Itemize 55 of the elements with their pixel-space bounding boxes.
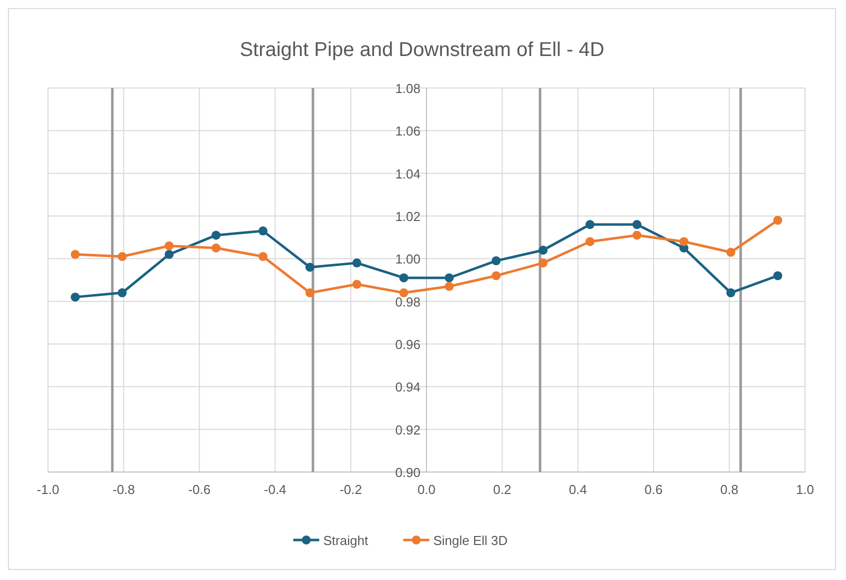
x-tick-label: 1.0 (796, 482, 814, 497)
point (773, 271, 782, 280)
point (586, 220, 595, 230)
point (118, 288, 127, 298)
y-tick-label: 1.02 (395, 209, 420, 224)
point (492, 256, 501, 266)
x-tick-label: -0.2 (340, 482, 362, 497)
y-tick-label: 1.00 (395, 252, 420, 267)
point (399, 273, 408, 282)
y-tick-label: 0.98 (395, 294, 420, 310)
x-tick-label: -0.4 (264, 482, 286, 497)
y-tick-label: 0.90 (395, 465, 420, 480)
point (258, 252, 268, 262)
point (212, 230, 221, 240)
point (118, 252, 127, 262)
point (70, 292, 80, 302)
point (632, 230, 642, 240)
point (586, 237, 595, 246)
point (632, 220, 642, 230)
point (444, 282, 454, 291)
x-tick-label: 0.0 (417, 482, 436, 497)
point (538, 246, 548, 255)
x-tick-label: 0.2 (493, 482, 512, 497)
point (773, 216, 782, 225)
point (726, 248, 736, 257)
point (212, 244, 221, 252)
legend-label: Straight (323, 533, 368, 548)
point (492, 271, 501, 280)
legend-label: Single Ell 3D (433, 533, 508, 548)
point (538, 258, 548, 268)
chart-title: Straight Pipe and Downstream of Ell - 4D (240, 39, 604, 61)
point (679, 237, 688, 246)
x-tick-label: -0.8 (112, 482, 135, 497)
point (352, 280, 362, 289)
point (70, 250, 80, 259)
x-tick-label: -0.6 (188, 482, 211, 497)
y-tick-label: 1.06 (395, 124, 420, 139)
y-tick-label: 1.08 (395, 81, 420, 96)
point (305, 288, 314, 298)
point (444, 273, 454, 282)
x-tick-label: -1.0 (36, 482, 60, 497)
y-tick-label: 1.04 (395, 166, 420, 182)
point (399, 288, 408, 298)
y-tick-label: 0.92 (395, 422, 420, 438)
point (258, 226, 268, 236)
point (305, 262, 314, 272)
point (352, 258, 362, 268)
x-tick-label: 0.8 (720, 482, 738, 497)
point (726, 288, 736, 298)
y-tick-label: 0.96 (395, 337, 420, 352)
x-tick-label: 0.6 (644, 482, 663, 497)
point (164, 250, 174, 259)
point (164, 241, 174, 250)
x-tick-label: 0.4 (568, 482, 587, 497)
y-tick-label: 0.94 (395, 380, 420, 395)
